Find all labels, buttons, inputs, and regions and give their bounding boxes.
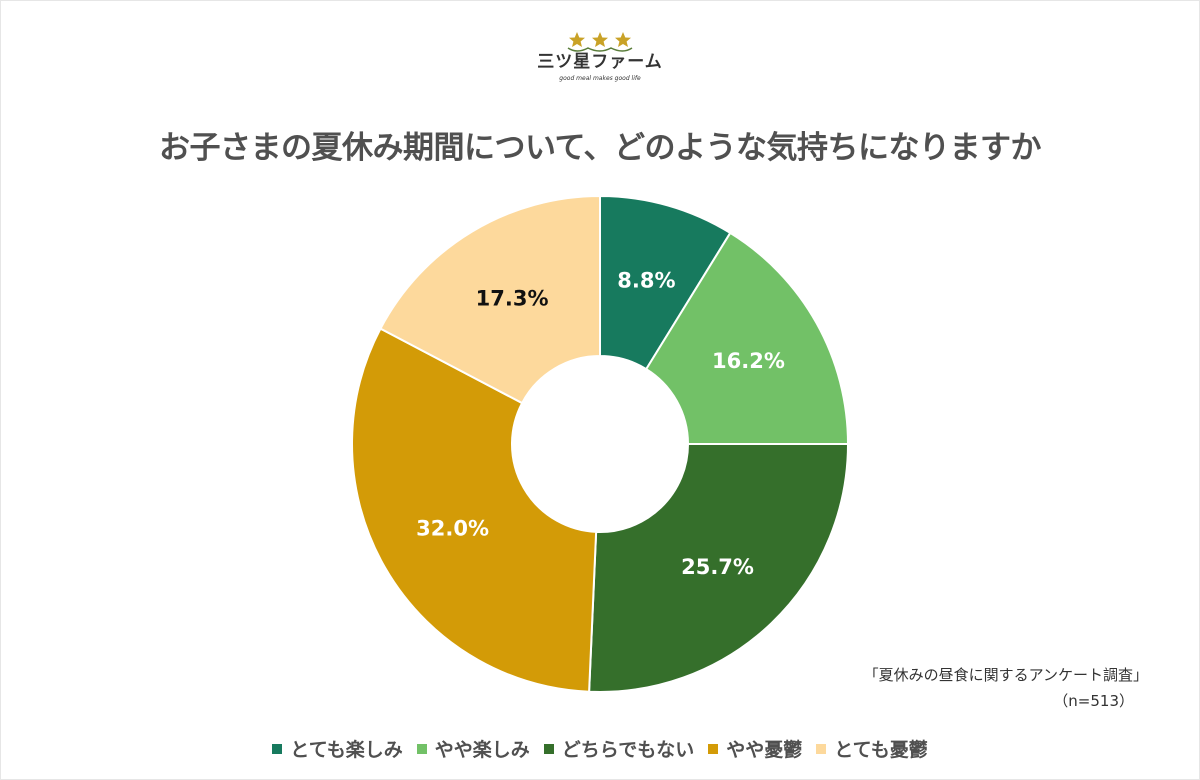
legend-item: やや楽しみ xyxy=(416,735,530,762)
legend-label: とても楽しみ xyxy=(290,739,403,761)
brand-name: 三ツ星ファーム xyxy=(537,52,663,72)
legend-swatch xyxy=(416,743,427,754)
chart-title: お子さまの夏休み期間について、どのような気持ちになりますか xyxy=(158,130,1042,166)
legend-swatch xyxy=(272,743,283,754)
legend-label: やや楽しみ xyxy=(434,739,530,761)
slice-value-label: 8.8% xyxy=(617,268,675,292)
legend-item: とても楽しみ xyxy=(272,735,403,762)
legend-swatch xyxy=(543,743,554,754)
sample-size: （n=513） xyxy=(1053,692,1134,710)
brand-logo: 三ツ星ファーム good meal makes good life xyxy=(530,30,670,100)
brand-tagline: good meal makes good life xyxy=(559,75,641,82)
legend-label: どちらでもない xyxy=(561,739,695,761)
legend: とても楽しみ やや楽しみ どちらでもない やや憂鬱 とても憂鬱 xyxy=(0,735,1200,762)
legend-swatch xyxy=(816,743,827,754)
donut-slice xyxy=(588,443,850,693)
legend-label: やや憂鬱 xyxy=(726,739,803,761)
slice-value-label: 25.7% xyxy=(681,555,754,579)
survey-name: 「夏休みの昼食に関するアンケート調査」 xyxy=(863,666,1148,684)
slice-value-label: 17.3% xyxy=(476,286,549,310)
donut-slice xyxy=(644,231,850,445)
legend-item: どちらでもない xyxy=(543,735,695,762)
legend-item: やや憂鬱 xyxy=(708,735,802,762)
star-icon xyxy=(567,32,633,52)
donut-slice xyxy=(379,194,601,405)
legend-swatch xyxy=(708,743,719,754)
legend-item: とても憂鬱 xyxy=(816,735,928,762)
slice-value-label: 32.0% xyxy=(416,517,489,541)
legend-label: とても憂鬱 xyxy=(834,739,928,761)
donut-slice xyxy=(351,327,598,693)
source-note: 「夏休みの昼食に関するアンケート調査」 （n=513） xyxy=(864,662,1148,714)
slice-value-label: 16.2% xyxy=(712,349,785,373)
